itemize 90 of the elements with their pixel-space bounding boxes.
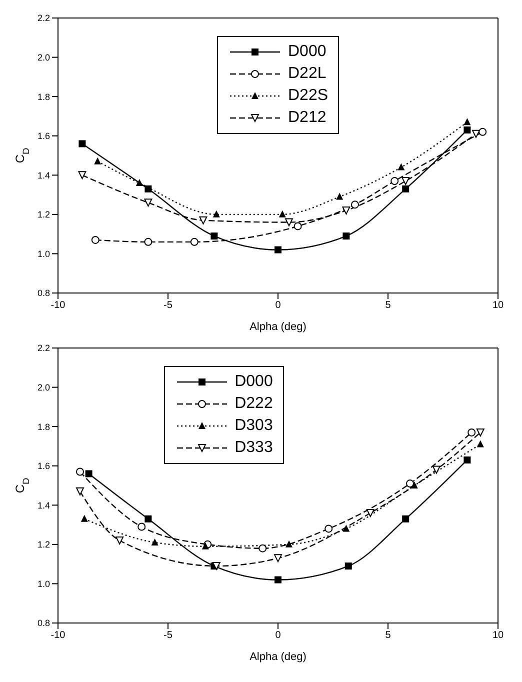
x-axis-title: Alpha (deg) — [250, 651, 306, 663]
point — [432, 466, 440, 474]
point — [136, 179, 143, 186]
point — [274, 554, 282, 562]
point — [366, 509, 374, 517]
point — [76, 487, 84, 496]
x-tick-label: 0 — [275, 630, 282, 642]
point — [406, 480, 414, 488]
legend-label: D212 — [288, 109, 326, 127]
point — [258, 544, 267, 552]
point — [390, 177, 399, 186]
legend-label: D000 — [234, 373, 273, 391]
y-tick-label: 1.2 — [37, 540, 50, 550]
point — [144, 185, 152, 192]
y-tick-label: 1.0 — [37, 578, 50, 589]
point — [342, 524, 350, 532]
y-tick-label: 1.8 — [37, 422, 50, 432]
point — [476, 440, 484, 448]
point — [344, 562, 352, 570]
x-tick-label: -5 — [164, 630, 173, 642]
point — [151, 538, 158, 546]
point — [76, 468, 84, 476]
point — [285, 218, 293, 226]
y-tick-label: 1.4 — [37, 500, 50, 510]
x-tick-label: 5 — [385, 300, 392, 312]
x-tick-label: -5 — [164, 300, 173, 312]
point — [144, 198, 152, 207]
y-tick-label: 1.4 — [37, 170, 50, 180]
point — [199, 216, 208, 224]
point — [478, 128, 487, 136]
point — [410, 482, 418, 488]
point — [80, 514, 88, 522]
point — [324, 524, 333, 533]
point — [464, 456, 471, 464]
legend-label: D222 — [234, 395, 273, 413]
x-tick-label: -10 — [50, 630, 66, 642]
point — [94, 157, 102, 164]
x-tick-label: 10 — [492, 630, 504, 642]
y-tick-label: 1.6 — [37, 461, 50, 472]
y-tick-label: 1.2 — [37, 210, 50, 220]
point — [190, 238, 198, 246]
point — [116, 536, 124, 544]
y-tick-label: 2.0 — [37, 52, 50, 62]
y-tick-label: 2.0 — [37, 382, 50, 392]
y-tick-label: 1.0 — [37, 248, 50, 259]
point — [202, 542, 209, 550]
point — [210, 232, 218, 240]
point — [212, 562, 220, 570]
x-tick-label: 5 — [385, 630, 392, 642]
point — [336, 192, 344, 200]
point — [402, 185, 410, 192]
point — [342, 206, 350, 214]
y-tick-label: 1.6 — [37, 131, 50, 142]
point — [472, 130, 480, 138]
point — [144, 238, 152, 246]
x-tick-label: 10 — [492, 300, 504, 312]
point — [278, 210, 286, 218]
point — [274, 576, 282, 584]
point — [274, 246, 282, 254]
point — [464, 118, 471, 126]
x-tick-label: -10 — [50, 300, 66, 312]
y-tick-label: 2.2 — [37, 13, 50, 24]
point — [91, 236, 100, 244]
point — [85, 470, 92, 478]
point — [398, 163, 405, 170]
point — [342, 232, 350, 240]
point — [468, 428, 476, 436]
point — [402, 515, 410, 522]
legend-label: D22L — [288, 65, 326, 83]
point — [212, 210, 220, 218]
y-tick-label: 0.8 — [37, 618, 50, 628]
point — [286, 540, 292, 548]
y-tick-label: 0.8 — [37, 288, 50, 298]
legend-label: D333 — [234, 439, 273, 457]
point — [144, 515, 152, 522]
legend-label: D22S — [288, 87, 328, 105]
legend-label: D000 — [288, 43, 326, 61]
x-axis-title: Alpha (deg) — [250, 321, 306, 333]
point — [476, 428, 484, 436]
y-tick-label: 1.8 — [37, 92, 50, 102]
point — [78, 140, 86, 148]
point — [351, 200, 359, 209]
point — [464, 126, 471, 134]
point — [78, 171, 86, 180]
legend-label: D303 — [234, 417, 273, 435]
point — [294, 222, 302, 230]
x-tick-label: 0 — [275, 300, 282, 312]
y-tick-label: 2.2 — [37, 343, 50, 354]
point — [138, 522, 146, 531]
point — [402, 177, 410, 186]
